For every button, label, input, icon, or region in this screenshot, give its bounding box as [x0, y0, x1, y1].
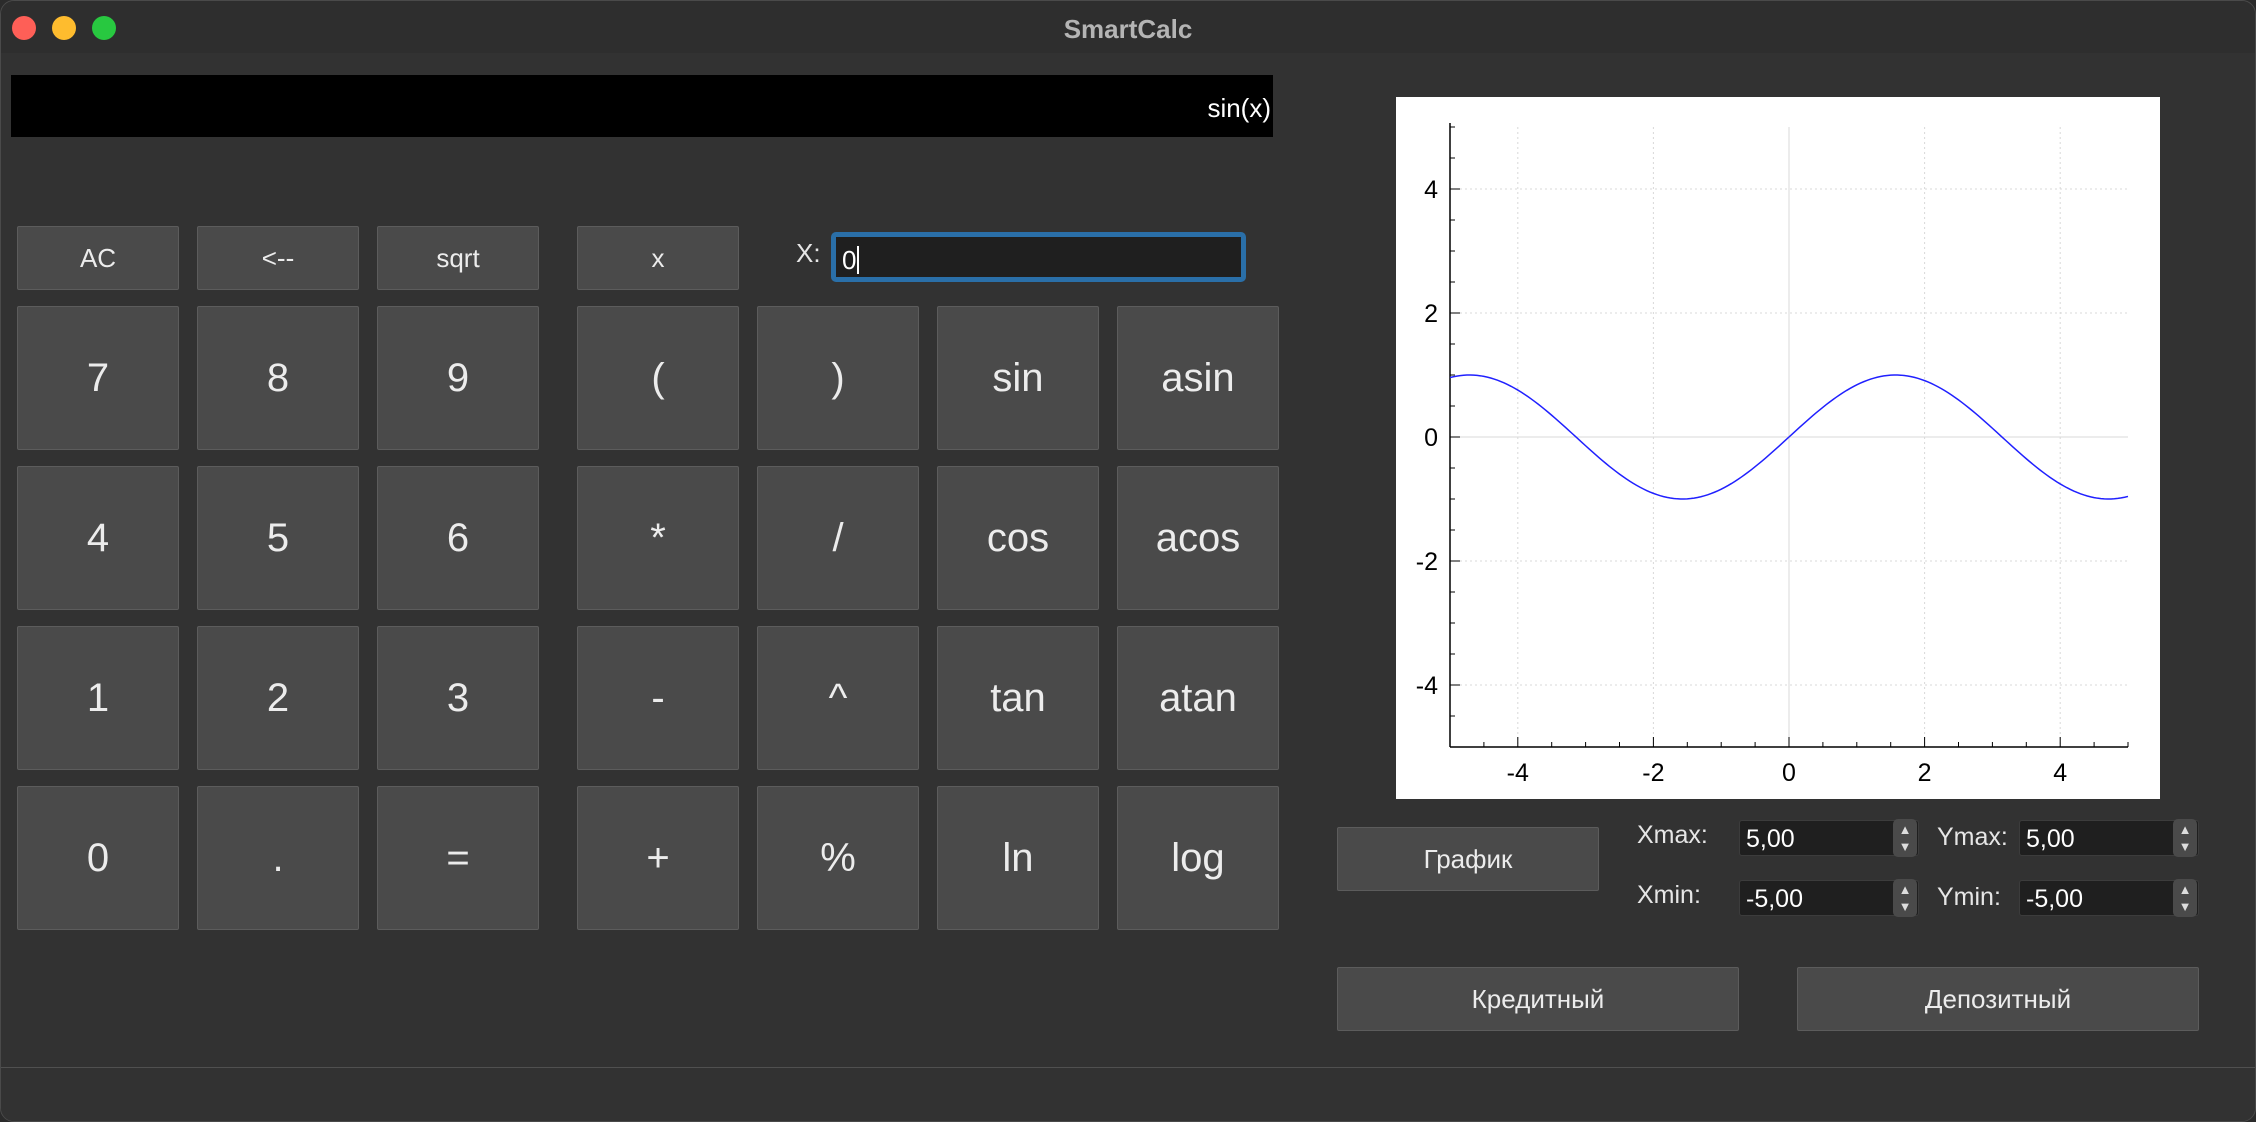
key-open-paren-button[interactable]: (: [577, 306, 739, 450]
window-title: SmartCalc: [1063, 14, 1193, 44]
key-sin-button[interactable]: sin: [937, 306, 1099, 450]
key-close-paren-button[interactable]: ): [757, 306, 919, 450]
key-asin-button[interactable]: asin: [1117, 306, 1279, 450]
key-equals-button[interactable]: =: [377, 786, 539, 930]
key-decimal-point-button[interactable]: .: [197, 786, 359, 930]
minimize-window-button[interactable]: [52, 16, 76, 40]
xmax-label: Xmax:: [1637, 821, 1708, 849]
xmin-spinbox[interactable]: -5,00: [1739, 880, 1919, 916]
graph-plot: -4 -2 0 2 4 4 2 0 -2 -4: [1396, 97, 2160, 799]
x-tick-label: 0: [1782, 759, 1796, 787]
ymin-stepper[interactable]: ▲ ▼: [2173, 879, 2197, 917]
sine-curve-line: [1449, 374, 2129, 500]
x-variable-button[interactable]: x: [577, 226, 739, 290]
key-eight-button[interactable]: 8: [197, 306, 359, 450]
x-tick-label: -4: [1507, 759, 1529, 787]
chevron-up-icon[interactable]: ▲: [2178, 882, 2192, 897]
ymax-spinbox[interactable]: 5,00: [2019, 820, 2199, 856]
key-seven-button[interactable]: 7: [17, 306, 179, 450]
xmin-label: Xmin:: [1637, 881, 1701, 909]
x-value-input[interactable]: 0: [831, 232, 1246, 282]
backspace-button[interactable]: <--: [197, 226, 359, 290]
key-one-button[interactable]: 1: [17, 626, 179, 770]
x-tick-label: 4: [2053, 759, 2067, 787]
chevron-down-icon[interactable]: ▼: [2178, 839, 2192, 854]
xmax-spinbox[interactable]: 5,00: [1739, 820, 1919, 856]
key-four-button[interactable]: 4: [17, 466, 179, 610]
key-minus-button[interactable]: -: [577, 626, 739, 770]
y-tick-label: 2: [1424, 300, 1438, 328]
y-tick-label: -2: [1416, 548, 1438, 576]
chevron-down-icon[interactable]: ▼: [2178, 899, 2192, 914]
x-tick-label: 2: [1918, 759, 1932, 787]
key-multiply-button[interactable]: *: [577, 466, 739, 610]
y-tick-label: -4: [1416, 672, 1438, 700]
x-tick-label: -2: [1642, 759, 1664, 787]
key-ln-button[interactable]: ln: [937, 786, 1099, 930]
x-value-text: 0: [842, 245, 857, 275]
maximize-window-button[interactable]: [92, 16, 116, 40]
expression-display: sin(x): [11, 75, 1273, 137]
status-bar: [1, 1067, 2255, 1121]
ymin-spinbox[interactable]: -5,00: [2019, 880, 2199, 916]
sqrt-button[interactable]: sqrt: [377, 226, 539, 290]
key-mod-button[interactable]: %: [757, 786, 919, 930]
ymax-stepper[interactable]: ▲ ▼: [2173, 819, 2197, 857]
key-tan-button[interactable]: tan: [937, 626, 1099, 770]
graph-canvas: -4 -2 0 2 4 4 2 0 -2 -4: [1416, 123, 2129, 787]
key-five-button[interactable]: 5: [197, 466, 359, 610]
clear-all-button[interactable]: AC: [17, 226, 179, 290]
key-divide-button[interactable]: /: [757, 466, 919, 610]
key-atan-button[interactable]: atan: [1117, 626, 1279, 770]
xmax-stepper[interactable]: ▲ ▼: [1893, 819, 1917, 857]
x-value-label: X:: [796, 238, 821, 268]
deposit-calculator-button[interactable]: Депозитный: [1797, 967, 2199, 1031]
xmin-stepper[interactable]: ▲ ▼: [1893, 879, 1917, 917]
key-six-button[interactable]: 6: [377, 466, 539, 610]
chevron-up-icon[interactable]: ▲: [1898, 882, 1912, 897]
text-caret: [857, 246, 860, 274]
close-window-button[interactable]: [12, 16, 36, 40]
key-zero-button[interactable]: 0: [17, 786, 179, 930]
key-power-button[interactable]: ^: [757, 626, 919, 770]
key-nine-button[interactable]: 9: [377, 306, 539, 450]
key-two-button[interactable]: 2: [197, 626, 359, 770]
chevron-up-icon[interactable]: ▲: [1898, 822, 1912, 837]
credit-calculator-button[interactable]: Кредитный: [1337, 967, 1739, 1031]
key-three-button[interactable]: 3: [377, 626, 539, 770]
key-acos-button[interactable]: acos: [1117, 466, 1279, 610]
plot-graph-button[interactable]: График: [1337, 827, 1599, 891]
y-tick-label: 0: [1424, 424, 1438, 452]
key-log-button[interactable]: log: [1117, 786, 1279, 930]
key-cos-button[interactable]: cos: [937, 466, 1099, 610]
ymax-label: Ymax:: [1937, 823, 2008, 851]
chevron-down-icon[interactable]: ▼: [1898, 839, 1912, 854]
chevron-up-icon[interactable]: ▲: [2178, 822, 2192, 837]
ymin-label: Ymin:: [1937, 883, 2001, 911]
key-plus-button[interactable]: +: [577, 786, 739, 930]
y-tick-label: 4: [1424, 176, 1438, 204]
title-bar: SmartCalc: [1, 1, 2255, 53]
chevron-down-icon[interactable]: ▼: [1898, 899, 1912, 914]
